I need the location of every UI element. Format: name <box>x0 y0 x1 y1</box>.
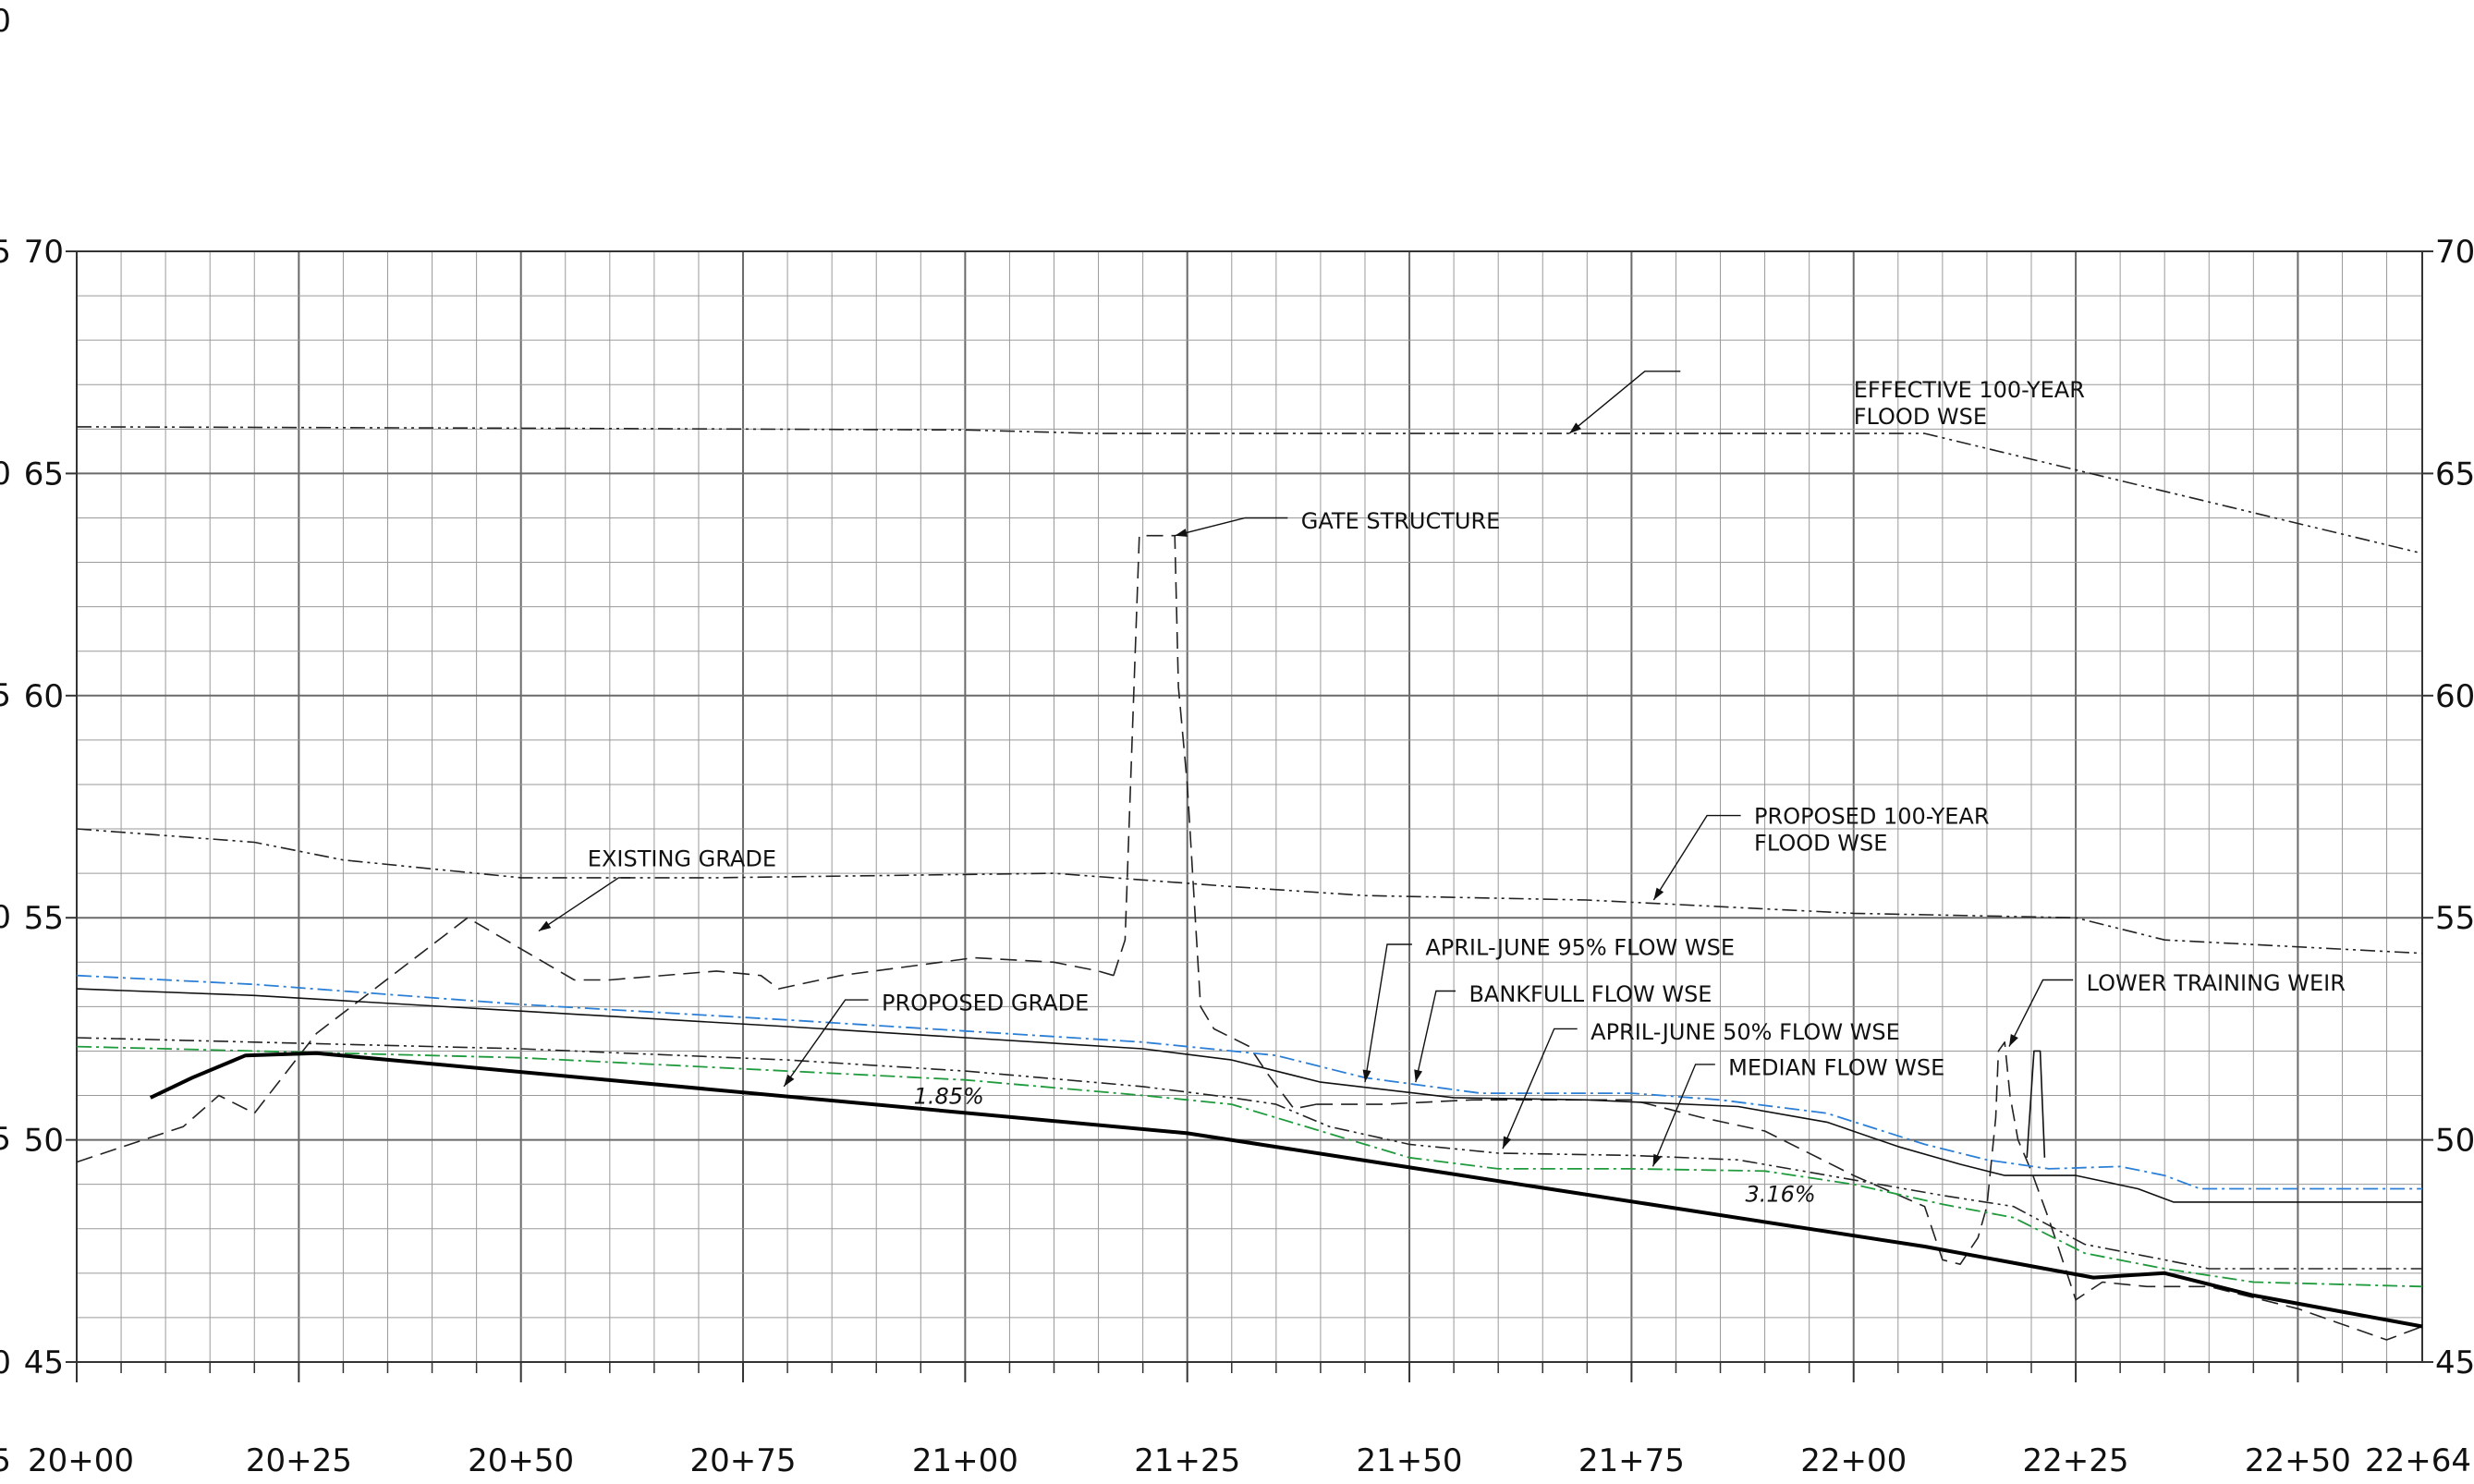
callout-label: EFFECTIVE 100-YEAR <box>1854 377 2085 403</box>
callout-arrowhead <box>538 920 552 931</box>
x-tick-label: 21+00 <box>912 1442 1018 1479</box>
callout-label: EXISTING GRADE <box>588 845 776 871</box>
y-tick-label-left: 60 <box>24 678 64 715</box>
callout-leader <box>1651 1064 1715 1167</box>
edge-fragment: 0 <box>0 1344 11 1381</box>
series-line-apr-jun-95 <box>76 974 2422 1190</box>
series-line-bankfull <box>76 988 2422 1203</box>
x-tick-label: 21+50 <box>1357 1442 1463 1479</box>
series-line-existing-grade <box>76 917 1115 1163</box>
slope-label: 3.16% <box>1745 1181 1815 1207</box>
x-tick-label: 20+75 <box>690 1442 797 1479</box>
callout-label: PROPOSED 100-YEAR <box>1754 804 1989 830</box>
callout-leaders <box>538 371 2074 1167</box>
callout-arrowhead <box>1569 422 1581 434</box>
callout-label: BANKFULL FLOW WSE <box>1469 981 1712 1007</box>
x-tick-label: 22+50 <box>2245 1442 2351 1479</box>
plot-frame <box>76 250 2423 1363</box>
callout-leader <box>2008 979 2074 1047</box>
y-tick-label-right: 55 <box>2435 900 2474 937</box>
x-tick-label: 21+25 <box>1134 1442 1240 1479</box>
x-tick-label: 20+50 <box>468 1442 574 1479</box>
y-tick-label-left: 50 <box>24 1123 64 1160</box>
callout-leader <box>1502 1028 1578 1149</box>
callout-label: GATE STRUCTURE <box>1301 508 1501 534</box>
callout-leader <box>1175 517 1288 537</box>
series-line-proposed-100yr <box>76 828 2423 955</box>
slope-label: 1.85% <box>914 1084 984 1110</box>
x-tick-label: 21+75 <box>1578 1442 1685 1479</box>
x-tick-label: 20+25 <box>246 1442 352 1479</box>
series-line-apr-jun-50 <box>76 1037 2422 1270</box>
callout-label: LOWER TRAINING WEIR <box>2087 970 2346 996</box>
callout-leader <box>783 999 869 1088</box>
callout-label: MEDIAN FLOW WSE <box>1728 1054 1944 1080</box>
callout-arrowhead <box>1362 1069 1371 1083</box>
callout-arrowhead <box>1414 1069 1423 1083</box>
series-line-proposed-grade <box>149 1051 2423 1329</box>
y-tick-label-right: 70 <box>2435 234 2474 271</box>
callout-leader <box>1568 371 1681 434</box>
callout-label: PROPOSED GRADE <box>882 991 1089 1016</box>
edge-fragment: 0 <box>0 3 11 40</box>
x-tick-label: 22+00 <box>1800 1442 1907 1479</box>
callout-arrowhead <box>1652 1153 1662 1167</box>
x-tick-label: 20+00 <box>28 1442 134 1479</box>
callout-arrowhead <box>1502 1136 1512 1149</box>
callout-leader <box>1415 990 1456 1083</box>
y-tick-label-right: 60 <box>2435 678 2474 715</box>
y-tick-label-left: 65 <box>24 456 64 493</box>
callout-leader <box>1652 814 1741 901</box>
callout-arrowhead <box>2008 1034 2018 1047</box>
series-line-gate-structure <box>1113 534 1317 1110</box>
y-tick-label-left: 45 <box>24 1344 64 1381</box>
edge-fragment: 5 <box>0 234 11 271</box>
edge-fragment: 5 <box>0 677 11 714</box>
series-line-existing-grade-downstream <box>1316 1041 2423 1341</box>
callout-label: APRIL-JUNE 95% FLOW WSE <box>1425 934 1735 960</box>
y-tick-label-right: 50 <box>2435 1123 2474 1160</box>
callout-arrowhead <box>784 1074 795 1087</box>
y-tick-label-right: 45 <box>2435 1344 2474 1381</box>
y-tick-label-right: 65 <box>2435 456 2474 493</box>
series-line-median <box>76 1045 2423 1288</box>
callout-arrowhead <box>1653 887 1664 900</box>
callout-label: APRIL-JUNE 50% FLOW WSE <box>1590 1019 1900 1045</box>
callout-label: FLOOD WSE <box>1854 404 1987 430</box>
edge-fragment: 5 <box>0 1442 11 1479</box>
series-line-lower-training-weir <box>2026 1050 2046 1158</box>
x-tick-label: 22+25 <box>2023 1442 2129 1479</box>
series-group <box>76 426 2423 1341</box>
x-tick-label: 22+64 <box>2365 1442 2471 1479</box>
callout-leader <box>538 877 630 932</box>
edge-fragment: 0 <box>0 456 11 493</box>
y-tick-label-left: 70 <box>24 234 64 271</box>
y-tick-label-left: 55 <box>24 900 64 937</box>
edge-fragment: 0 <box>0 899 11 936</box>
grid <box>66 250 2433 1382</box>
callout-leader <box>1364 943 1412 1083</box>
edge-fragment: 5 <box>0 1121 11 1158</box>
callout-label: FLOOD WSE <box>1754 830 1887 856</box>
callout-arrowhead <box>1175 529 1188 537</box>
series-line-effective-100yr <box>76 426 2423 554</box>
